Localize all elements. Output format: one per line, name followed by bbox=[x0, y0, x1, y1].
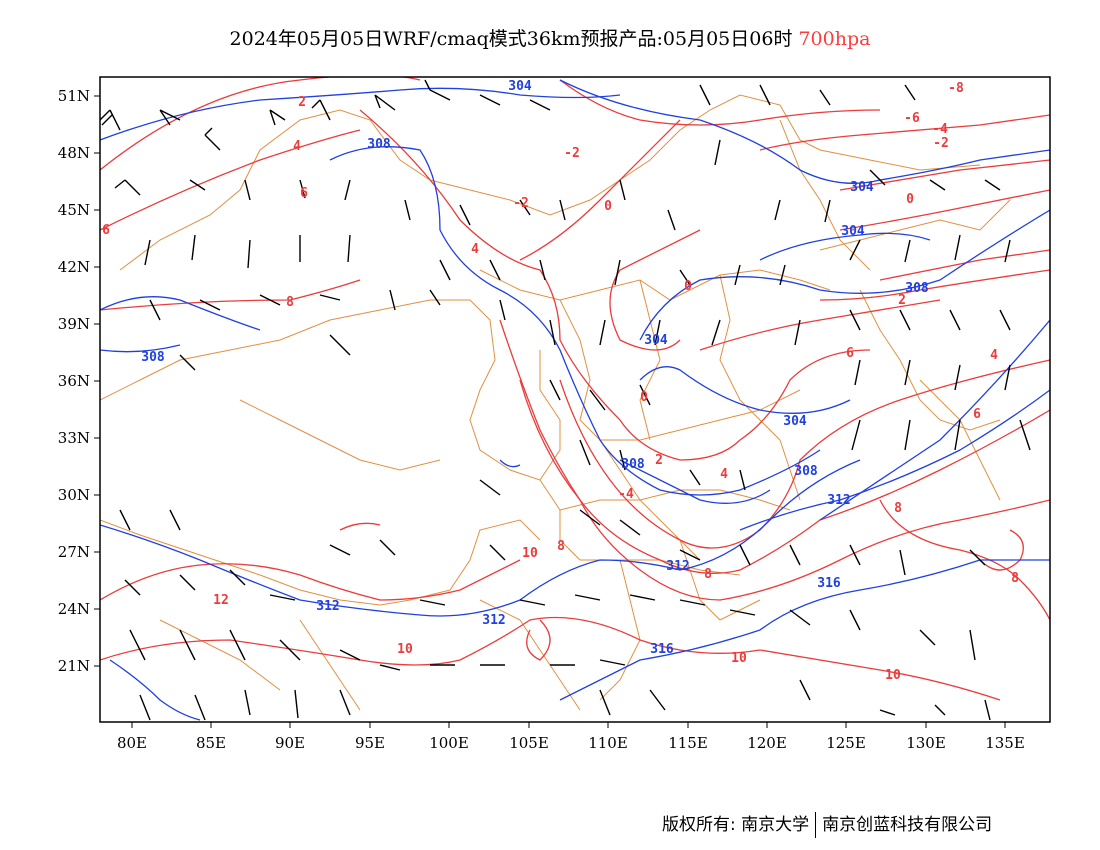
height-label: 304 bbox=[783, 414, 807, 429]
height-label: 312 bbox=[666, 559, 689, 574]
x-tick-label: 125E bbox=[826, 734, 866, 752]
x-axis-labels: 80E 85E 90E 95E 100E 105E 110E 115E 120E… bbox=[117, 734, 1025, 752]
x-tick-label: 110E bbox=[588, 734, 628, 752]
y-tick-label: 33N bbox=[58, 429, 90, 447]
y-axis-labels: 51N 48N 45N 42N 39N 36N 33N 30N 27N 24N … bbox=[58, 87, 90, 675]
height-label: 304 bbox=[644, 333, 668, 348]
temperature-label: 4 bbox=[293, 139, 301, 154]
temperature-label: 2 bbox=[298, 95, 306, 110]
temperature-label: 2 bbox=[655, 453, 663, 468]
plot-frame bbox=[99, 76, 1051, 723]
temperature-label: 4 bbox=[471, 242, 479, 257]
y-tick-label: 39N bbox=[58, 315, 90, 333]
height-label: 308 bbox=[621, 457, 645, 472]
temperature-label: 6 bbox=[300, 186, 308, 201]
temperature-label: 8 bbox=[704, 567, 712, 582]
title-main: 2024年05月05日WRF/cmaq模式36km预报产品:05月05日06时 bbox=[229, 28, 793, 50]
temperature-label: -6 bbox=[904, 111, 920, 126]
y-tick-label: 24N bbox=[58, 600, 90, 618]
temperature-label: 8 bbox=[1011, 571, 1019, 586]
temperature-label: 8 bbox=[286, 295, 294, 310]
height-label: 304 bbox=[841, 224, 865, 239]
y-tick-label: 27N bbox=[58, 543, 90, 561]
y-tick-label: 30N bbox=[58, 486, 90, 504]
x-tick-label: 130E bbox=[906, 734, 946, 752]
height-label: 316 bbox=[650, 642, 674, 657]
x-tick-label: 90E bbox=[275, 734, 305, 752]
temperature-label: 10 bbox=[397, 642, 413, 657]
height-label: 308 bbox=[367, 137, 391, 152]
temperature-label: 8 bbox=[557, 539, 565, 554]
temperature-label: -4 bbox=[618, 487, 634, 502]
temperature-label: 10 bbox=[731, 651, 747, 666]
temperature-label: -2 bbox=[933, 136, 949, 151]
temperature-label: 2 bbox=[898, 293, 906, 308]
x-tick-label: 135E bbox=[985, 734, 1025, 752]
temperature-label: 4 bbox=[720, 467, 728, 482]
height-label: 304 bbox=[850, 180, 874, 195]
axis-ticks bbox=[94, 95, 1006, 728]
temperature-label: 0 bbox=[906, 192, 914, 207]
temperature-label: 4 bbox=[990, 348, 998, 363]
temperature-label: 6 bbox=[102, 223, 110, 238]
y-tick-label: 21N bbox=[58, 657, 90, 675]
pressure-level: 700hpa bbox=[798, 28, 871, 50]
temperature-label: 10 bbox=[522, 546, 538, 561]
height-label: 316 bbox=[817, 576, 841, 591]
copyright-company: 南京创蓝科技有限公司 bbox=[822, 815, 993, 835]
x-tick-label: 95E bbox=[355, 734, 385, 752]
temperature-label: 0 bbox=[604, 199, 612, 214]
y-tick-label: 48N bbox=[58, 144, 90, 162]
x-tick-label: 100E bbox=[429, 734, 469, 752]
temperature-label: 6 bbox=[973, 407, 981, 422]
height-label: 308 bbox=[905, 281, 929, 296]
temperature-label: 0 bbox=[640, 390, 648, 405]
temperature-label: -2 bbox=[564, 146, 580, 161]
wind-barbs bbox=[100, 79, 1031, 721]
temperature-label: -8 bbox=[948, 81, 964, 96]
height-label: 308 bbox=[141, 350, 165, 365]
height-labels: 304 308 304 304 308 308 304 304 308 308 … bbox=[141, 79, 929, 657]
height-label: 312 bbox=[316, 599, 339, 614]
copyright-divider bbox=[815, 812, 817, 838]
y-tick-label: 45N bbox=[58, 201, 90, 219]
temperature-label: 6 bbox=[846, 346, 854, 361]
x-tick-label: 120E bbox=[747, 734, 787, 752]
temperature-label: 8 bbox=[894, 501, 902, 516]
y-tick-label: 42N bbox=[58, 258, 90, 276]
temperature-contours bbox=[100, 77, 1050, 701]
map-title: 2024年05月05日WRF/cmaq模式36km预报产品:05月05日06时 7… bbox=[0, 24, 1100, 51]
height-label: 308 bbox=[794, 464, 818, 479]
copyright-owner: 版权所有: 南京大学 bbox=[662, 815, 810, 835]
height-label: 312 bbox=[827, 493, 850, 508]
x-tick-label: 105E bbox=[509, 734, 549, 752]
height-contours bbox=[100, 79, 1050, 721]
y-tick-label: 36N bbox=[58, 372, 90, 390]
height-label: 304 bbox=[508, 79, 532, 94]
x-tick-label: 85E bbox=[196, 734, 226, 752]
temperature-label: 0 bbox=[684, 279, 692, 294]
x-tick-label: 115E bbox=[668, 734, 708, 752]
copyright-notice: 版权所有: 南京大学 南京创蓝科技有限公司 bbox=[662, 810, 992, 838]
temperature-label: 10 bbox=[885, 668, 901, 683]
x-tick-label: 80E bbox=[117, 734, 147, 752]
temperature-labels: -8 -6 -4 -2 -2 -2 0 0 0 0 2 2 2 4 4 4 4 … bbox=[102, 81, 1019, 683]
height-label: 312 bbox=[482, 613, 505, 628]
y-tick-label: 51N bbox=[58, 87, 90, 105]
temperature-label: -2 bbox=[513, 196, 529, 211]
temperature-label: -4 bbox=[932, 122, 948, 137]
temperature-label: 12 bbox=[213, 593, 229, 608]
